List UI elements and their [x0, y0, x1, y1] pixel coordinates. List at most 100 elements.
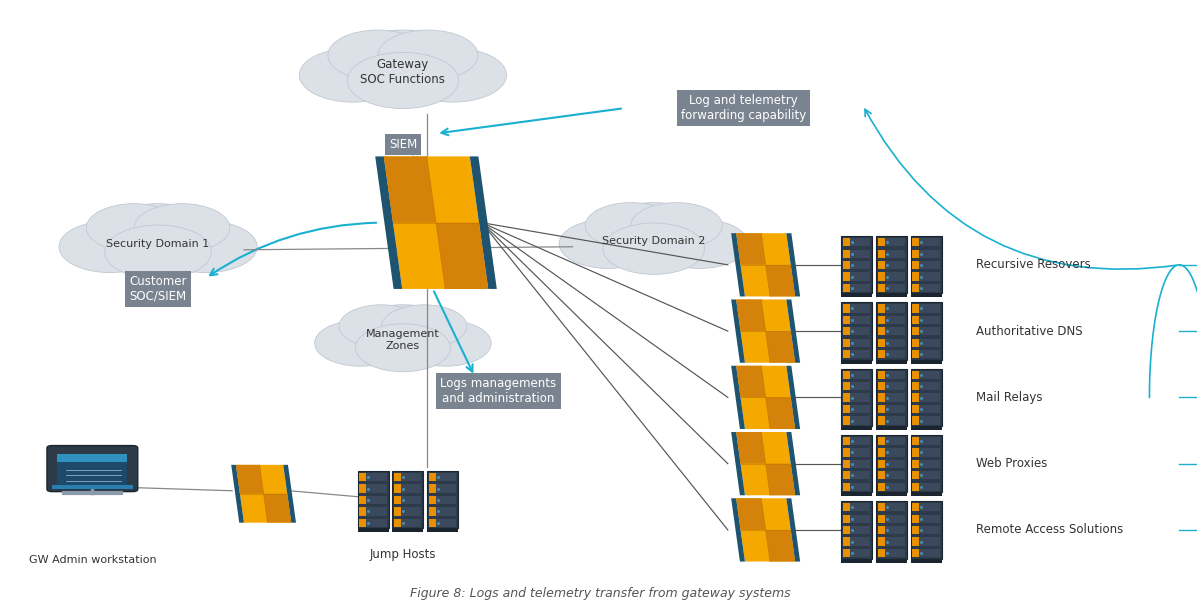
FancyBboxPatch shape	[844, 483, 870, 491]
FancyBboxPatch shape	[844, 393, 870, 402]
FancyBboxPatch shape	[844, 437, 850, 445]
FancyBboxPatch shape	[844, 460, 870, 468]
FancyBboxPatch shape	[844, 284, 850, 292]
FancyBboxPatch shape	[876, 303, 907, 360]
FancyBboxPatch shape	[876, 559, 907, 562]
FancyBboxPatch shape	[912, 503, 919, 511]
Text: Gateway
SOC Functions: Gateway SOC Functions	[360, 58, 445, 86]
FancyBboxPatch shape	[841, 559, 872, 562]
Polygon shape	[436, 223, 488, 289]
FancyBboxPatch shape	[359, 485, 366, 492]
Circle shape	[378, 30, 478, 80]
Polygon shape	[766, 464, 796, 496]
Text: Security Domain 2: Security Domain 2	[602, 236, 706, 246]
FancyBboxPatch shape	[844, 416, 850, 424]
FancyBboxPatch shape	[844, 371, 850, 379]
Polygon shape	[731, 300, 745, 363]
Text: Mail Relays: Mail Relays	[977, 391, 1043, 404]
FancyBboxPatch shape	[911, 303, 942, 360]
Circle shape	[588, 202, 719, 268]
FancyBboxPatch shape	[912, 371, 940, 379]
FancyBboxPatch shape	[911, 294, 942, 297]
FancyBboxPatch shape	[912, 537, 919, 546]
FancyBboxPatch shape	[359, 507, 366, 516]
FancyBboxPatch shape	[844, 537, 850, 546]
FancyBboxPatch shape	[912, 393, 919, 402]
Circle shape	[382, 305, 467, 348]
FancyBboxPatch shape	[912, 416, 919, 424]
FancyBboxPatch shape	[877, 405, 905, 413]
FancyBboxPatch shape	[911, 435, 942, 492]
FancyBboxPatch shape	[844, 371, 870, 379]
FancyBboxPatch shape	[844, 471, 850, 480]
FancyBboxPatch shape	[844, 526, 870, 534]
FancyBboxPatch shape	[912, 261, 940, 269]
Circle shape	[155, 221, 257, 272]
FancyBboxPatch shape	[394, 473, 401, 482]
FancyBboxPatch shape	[912, 272, 940, 281]
FancyBboxPatch shape	[428, 519, 436, 527]
FancyBboxPatch shape	[912, 339, 919, 347]
Circle shape	[86, 204, 182, 252]
FancyBboxPatch shape	[359, 496, 386, 504]
FancyBboxPatch shape	[877, 316, 884, 324]
FancyBboxPatch shape	[912, 448, 919, 457]
Text: Management
Zones: Management Zones	[366, 330, 439, 351]
Text: Remote Access Solutions: Remote Access Solutions	[977, 523, 1123, 536]
FancyBboxPatch shape	[912, 284, 919, 292]
Polygon shape	[766, 398, 796, 429]
FancyBboxPatch shape	[844, 503, 850, 511]
FancyBboxPatch shape	[841, 294, 872, 297]
Text: SIEM: SIEM	[389, 138, 418, 151]
FancyBboxPatch shape	[844, 549, 870, 557]
FancyBboxPatch shape	[877, 350, 884, 358]
FancyBboxPatch shape	[844, 537, 870, 546]
FancyBboxPatch shape	[844, 327, 850, 336]
FancyBboxPatch shape	[912, 549, 940, 557]
FancyBboxPatch shape	[877, 537, 884, 546]
Circle shape	[90, 204, 227, 272]
Circle shape	[400, 320, 491, 366]
FancyBboxPatch shape	[877, 416, 884, 424]
Polygon shape	[731, 432, 745, 496]
Circle shape	[586, 202, 677, 249]
Polygon shape	[236, 465, 264, 494]
Polygon shape	[736, 499, 766, 530]
FancyBboxPatch shape	[844, 238, 850, 246]
FancyBboxPatch shape	[912, 471, 919, 480]
FancyBboxPatch shape	[844, 339, 850, 347]
FancyBboxPatch shape	[844, 261, 870, 269]
FancyBboxPatch shape	[877, 238, 884, 246]
Polygon shape	[736, 233, 766, 265]
Polygon shape	[766, 265, 796, 297]
FancyBboxPatch shape	[844, 238, 870, 246]
Polygon shape	[384, 156, 436, 223]
Polygon shape	[736, 432, 796, 496]
FancyBboxPatch shape	[912, 350, 940, 358]
FancyBboxPatch shape	[912, 350, 919, 358]
FancyBboxPatch shape	[394, 473, 421, 482]
Polygon shape	[731, 499, 745, 562]
Circle shape	[340, 305, 425, 348]
FancyBboxPatch shape	[877, 238, 905, 246]
Text: Security Domain 1: Security Domain 1	[107, 239, 210, 249]
FancyBboxPatch shape	[359, 473, 386, 482]
Polygon shape	[736, 233, 796, 297]
FancyBboxPatch shape	[52, 485, 133, 489]
FancyBboxPatch shape	[912, 305, 940, 313]
FancyBboxPatch shape	[912, 339, 940, 347]
FancyBboxPatch shape	[877, 249, 884, 258]
Polygon shape	[736, 499, 796, 562]
FancyBboxPatch shape	[428, 496, 456, 504]
FancyBboxPatch shape	[911, 492, 942, 496]
FancyBboxPatch shape	[844, 305, 870, 313]
FancyBboxPatch shape	[877, 405, 884, 413]
FancyBboxPatch shape	[877, 393, 884, 402]
FancyBboxPatch shape	[912, 537, 940, 546]
FancyBboxPatch shape	[358, 471, 389, 528]
FancyBboxPatch shape	[877, 549, 884, 557]
FancyBboxPatch shape	[844, 416, 870, 424]
Polygon shape	[236, 465, 292, 523]
Circle shape	[331, 30, 474, 102]
FancyBboxPatch shape	[58, 454, 127, 485]
